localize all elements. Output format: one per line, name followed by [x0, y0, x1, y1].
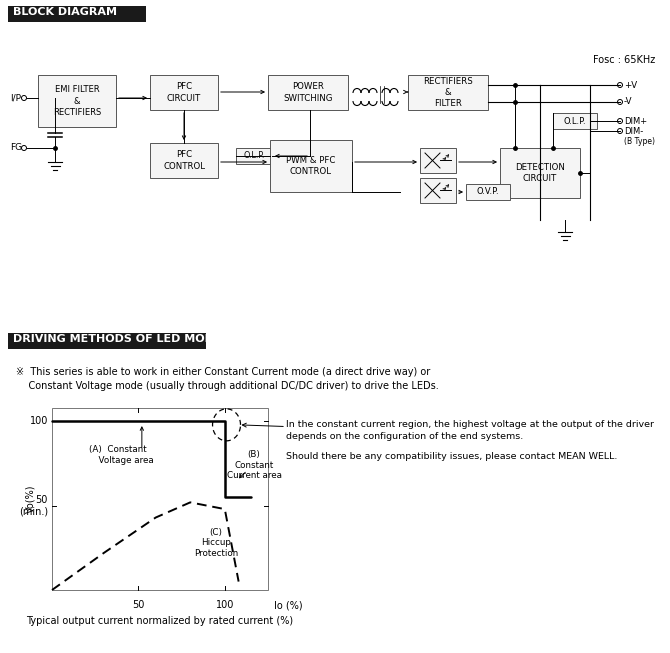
- Bar: [420, 178, 456, 203]
- Text: I/P: I/P: [10, 93, 21, 103]
- Bar: [8, 333, 206, 349]
- Bar: [466, 184, 510, 200]
- Text: (A)  Constant
      Voltage area: (A) Constant Voltage area: [82, 445, 153, 465]
- Text: PFC
CIRCUIT: PFC CIRCUIT: [167, 82, 201, 103]
- Text: 50
(min.): 50 (min.): [19, 495, 48, 517]
- Bar: [500, 148, 580, 198]
- Bar: [38, 75, 116, 127]
- Bar: [150, 143, 218, 178]
- Bar: [553, 113, 597, 129]
- Text: (B Type): (B Type): [624, 138, 655, 146]
- Text: DRIVING METHODS OF LED MODULE: DRIVING METHODS OF LED MODULE: [13, 334, 237, 344]
- Text: Should there be any compatibility issues, please contact MEAN WELL.: Should there be any compatibility issues…: [286, 452, 617, 461]
- Bar: [268, 75, 348, 110]
- Bar: [408, 75, 488, 110]
- Text: BLOCK DIAGRAM: BLOCK DIAGRAM: [13, 7, 117, 17]
- Bar: [150, 75, 218, 110]
- Text: PWM & PFC
CONTROL: PWM & PFC CONTROL: [286, 156, 336, 176]
- Text: +V: +V: [624, 80, 637, 89]
- Text: Io (%): Io (%): [274, 600, 303, 610]
- Text: DETECTION
CIRCUIT: DETECTION CIRCUIT: [515, 163, 565, 183]
- Bar: [8, 6, 146, 22]
- Text: O.V.P.: O.V.P.: [476, 187, 499, 197]
- Text: Typical output current normalized by rated current (%): Typical output current normalized by rat…: [26, 616, 293, 626]
- Text: FG: FG: [10, 144, 22, 153]
- Text: 100: 100: [29, 417, 48, 426]
- Bar: [236, 148, 272, 164]
- Text: (C)
Hiccup
Protection: (C) Hiccup Protection: [194, 528, 239, 558]
- Text: O.L.P.: O.L.P.: [243, 151, 265, 161]
- Text: DIM-: DIM-: [624, 127, 643, 136]
- Text: PFC
CONTROL: PFC CONTROL: [163, 150, 205, 170]
- Text: Fosc : 65KHz: Fosc : 65KHz: [593, 55, 655, 65]
- Bar: [270, 140, 352, 192]
- Text: O.L.P.: O.L.P.: [563, 116, 586, 125]
- Text: DIM+: DIM+: [624, 116, 647, 125]
- Text: (B)
Constant
Current area: (B) Constant Current area: [226, 451, 281, 480]
- Bar: [52, 408, 268, 590]
- Bar: [420, 148, 456, 173]
- Text: RECTIFIERS
&
FILTER: RECTIFIERS & FILTER: [423, 77, 473, 108]
- Text: EMI FILTER
&
RECTIFIERS: EMI FILTER & RECTIFIERS: [53, 86, 101, 117]
- Text: In the constant current region, the highest voltage at the output of the driver: In the constant current region, the high…: [286, 420, 654, 429]
- Text: 100: 100: [216, 600, 234, 610]
- Text: POWER
SWITCHING: POWER SWITCHING: [283, 82, 333, 103]
- Text: Vo(%): Vo(%): [25, 485, 35, 513]
- Text: -V: -V: [624, 97, 632, 106]
- Text: depends on the configuration of the end systems.: depends on the configuration of the end …: [286, 432, 523, 441]
- Text: 50: 50: [132, 600, 145, 610]
- Text: ※  This series is able to work in either Constant Current mode (a direct drive w: ※ This series is able to work in either …: [16, 367, 439, 391]
